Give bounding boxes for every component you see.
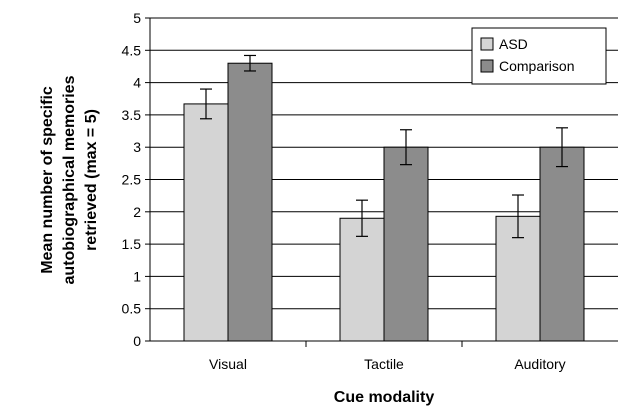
y-tick-label: 1.5 bbox=[122, 236, 142, 252]
x-tick-label: Auditory bbox=[514, 356, 565, 372]
y-axis-title-line: retrieved (max = 5) bbox=[83, 109, 100, 251]
axes bbox=[149, 18, 618, 342]
legend: ASD Comparison bbox=[471, 27, 607, 85]
y-tick-label: 2 bbox=[133, 204, 141, 220]
y-tick-label: 3.5 bbox=[122, 107, 142, 123]
x-axis-title: Cue modality bbox=[334, 389, 435, 406]
y-axis-title-text: Mean number of specific autobiographical … bbox=[39, 75, 100, 284]
bar bbox=[539, 146, 585, 342]
legend-label: ASD bbox=[499, 36, 528, 52]
y-tick-label: 0.5 bbox=[122, 301, 142, 317]
y-tick-label: 4.5 bbox=[122, 42, 142, 58]
y-tick-labels: 0 0.5 1 1.5 2 2.5 3 3.5 4 4.5 5 bbox=[122, 10, 142, 349]
x-tick-label: Tactile bbox=[364, 356, 404, 372]
x-tick-label: Visual bbox=[209, 356, 247, 372]
y-tick-label: 3 bbox=[133, 139, 141, 155]
legend-swatch bbox=[480, 37, 494, 51]
error-bars bbox=[200, 54, 568, 239]
bars bbox=[183, 62, 585, 342]
y-tick-label: 0 bbox=[133, 333, 141, 349]
y-tick-label: 2.5 bbox=[122, 172, 142, 188]
y-tick-label: 4 bbox=[133, 75, 141, 91]
y-axis-title-line: Mean number of specific bbox=[39, 86, 56, 274]
x-tick-labels: Visual Tactile Auditory bbox=[209, 341, 566, 372]
legend-label: Comparison bbox=[499, 58, 574, 74]
legend-box bbox=[471, 27, 607, 85]
bar bbox=[383, 146, 429, 342]
bar bbox=[227, 62, 273, 342]
y-tick-label: 1 bbox=[133, 268, 141, 284]
bar bbox=[183, 103, 229, 342]
y-axis-title: Mean number of specific autobiographical … bbox=[39, 75, 100, 284]
legend-swatch bbox=[480, 59, 494, 73]
y-axis-title-line: autobiographical memories bbox=[61, 75, 78, 284]
y-tick-label: 5 bbox=[133, 10, 141, 26]
